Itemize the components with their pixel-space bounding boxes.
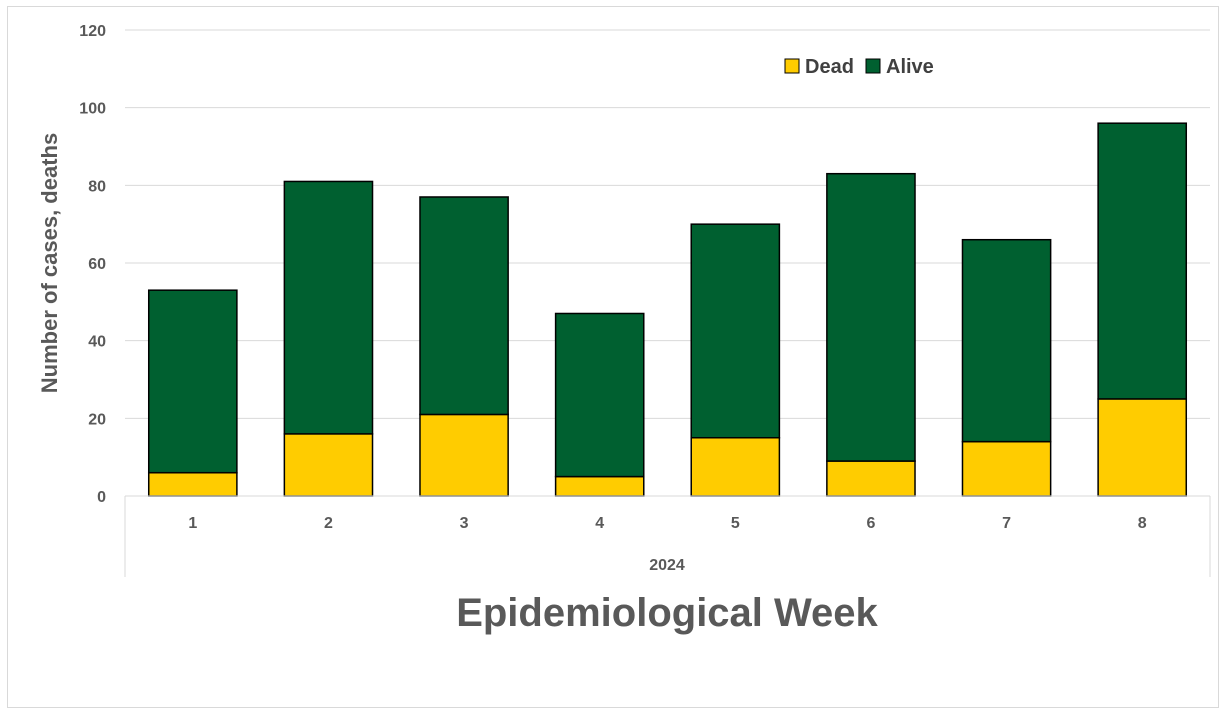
y-tick-label: 100: [79, 101, 106, 118]
y-axis-title: Number of cases, deaths: [37, 133, 62, 393]
x-axis: 1 2 3 4 5 6 7 8: [124, 495, 1211, 577]
bar-dead-week-1: [147, 471, 238, 497]
legend-label-alive: Alive: [886, 56, 934, 78]
x-tick-label: 6: [866, 515, 875, 532]
x-tick-label: 5: [731, 515, 740, 532]
y-axis-ticks: 0 20 40 60 80 100 120: [79, 23, 106, 506]
bar-alive-week-3: [419, 196, 509, 416]
bar-alive-week-2: [283, 180, 374, 435]
bar-alive-week-5: [690, 223, 781, 439]
bar-alive-week-4: [554, 312, 645, 478]
x-tick-label: 3: [460, 515, 469, 532]
bar-alive-week-7: [961, 238, 1052, 443]
y-tick-label: 60: [88, 256, 106, 273]
bar-dead-week-6: [826, 460, 916, 497]
x-axis-group-label: 2024: [649, 557, 685, 574]
bars: [147, 122, 1188, 497]
bar-dead-week-8: [1097, 398, 1188, 497]
legend: Dead Alive: [784, 56, 934, 78]
y-tick-label: 20: [88, 411, 106, 428]
legend-swatch-dead: [784, 58, 800, 74]
y-tick-label: 80: [88, 178, 106, 195]
bar-alive-week-6: [826, 172, 916, 462]
bar-alive-week-8: [1097, 122, 1188, 400]
x-tick-label: 7: [1002, 515, 1011, 532]
bar-dead-week-4: [554, 475, 645, 497]
x-tick-label: 2: [324, 515, 333, 532]
y-tick-label: 120: [79, 23, 106, 40]
legend-swatch-alive: [865, 58, 881, 74]
x-tick-label: 8: [1138, 515, 1147, 532]
bar-dead-week-7: [961, 440, 1052, 497]
legend-label-dead: Dead: [805, 56, 854, 78]
x-tick-label: 4: [595, 515, 604, 532]
x-axis-title: Epidemiological Week: [456, 591, 878, 635]
y-tick-label: 40: [88, 334, 106, 351]
bar-dead-week-2: [283, 433, 374, 497]
bar-dead-week-5: [690, 437, 781, 497]
bar-dead-week-3: [419, 413, 509, 497]
bar-alive-week-1: [147, 289, 238, 474]
y-tick-label: 0: [97, 489, 106, 506]
x-tick-label: 1: [188, 515, 197, 532]
